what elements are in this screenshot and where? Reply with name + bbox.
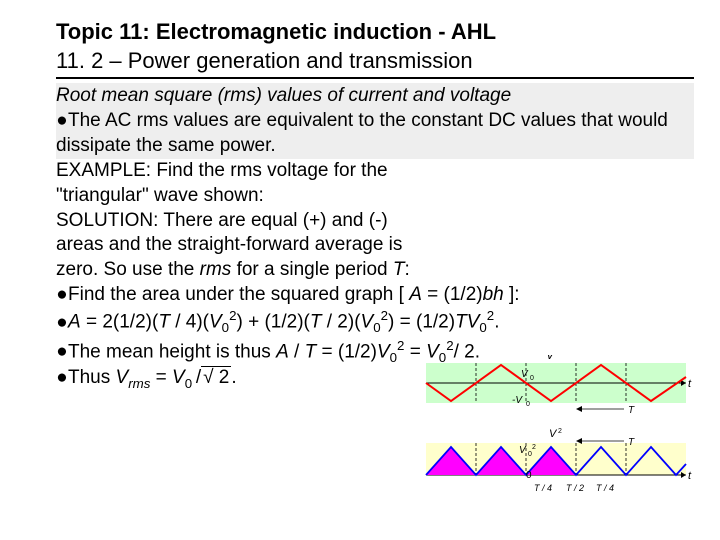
subtitle: 11. 2 – Power generation and transmissio… [56, 47, 694, 76]
svg-text:T / 2: T / 2 [566, 483, 584, 493]
svg-text:2: 2 [532, 444, 536, 451]
section-header: Root mean square (rms) values of current… [56, 84, 694, 109]
svg-text:0: 0 [526, 401, 530, 408]
graph-area: VV0-V0tTV2V020tTT / 4T / 2T / 4 [424, 355, 694, 505]
svg-text:-V: -V [512, 395, 523, 406]
svg-text:V: V [549, 428, 558, 440]
svg-text:2: 2 [558, 428, 562, 435]
solution-text: SOLUTION: There are equal (+) and (-) ar… [56, 209, 416, 283]
svg-text:T / 4: T / 4 [534, 483, 552, 493]
svg-text:t: t [688, 378, 692, 390]
area-calc: ●A = 2(1/2)(T / 4)(V02) + (1/2)(T / 2)(V… [56, 307, 694, 336]
svg-text:0: 0 [530, 375, 534, 382]
svg-text:t: t [688, 470, 692, 482]
example-lead: EXAMPLE: Find the rms voltage for the "t… [56, 159, 416, 208]
svg-text:T / 4: T / 4 [596, 483, 614, 493]
svg-text:V: V [546, 355, 555, 362]
svg-text:0: 0 [528, 451, 532, 458]
svg-text:T: T [628, 437, 635, 448]
intro-text: ●The AC rms values are equivalent to the… [56, 109, 694, 158]
svg-text:0: 0 [526, 470, 532, 481]
svg-text:T: T [628, 405, 635, 416]
topic-title: Topic 11: Electromagnetic induction - AH… [56, 18, 694, 47]
bullet-area: ●Find the area under the squared graph [… [56, 283, 694, 308]
